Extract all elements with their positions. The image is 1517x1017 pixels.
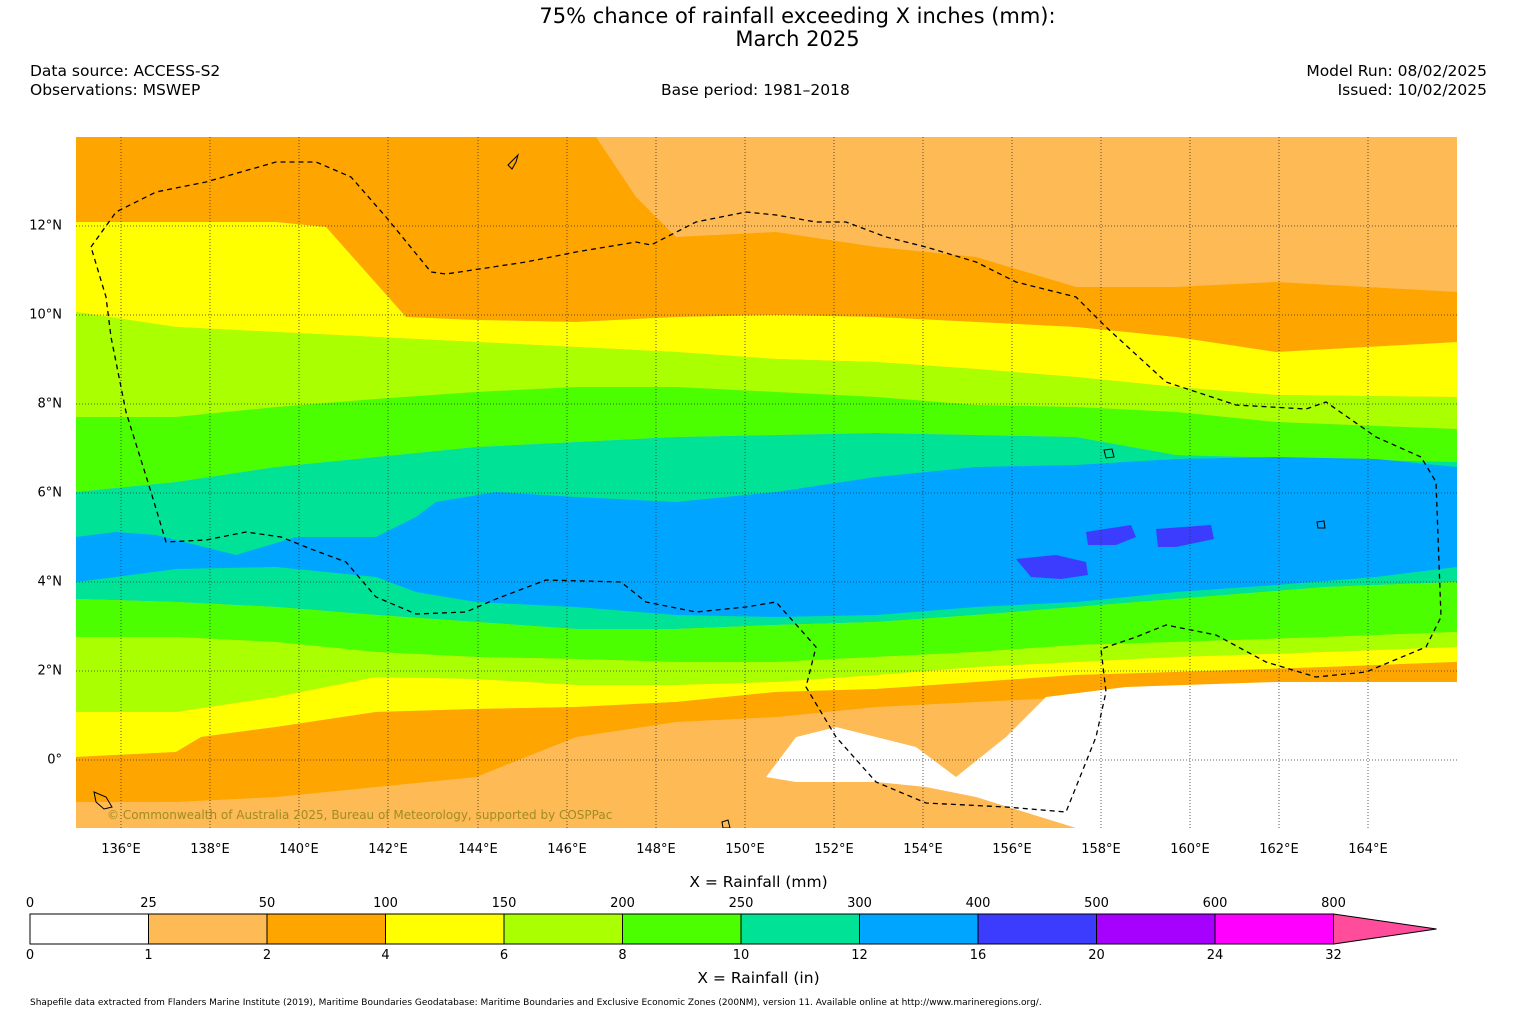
colorbar-segment xyxy=(622,913,742,945)
lon-label: 150°E xyxy=(725,842,765,857)
colorbar-in-tick: 1 xyxy=(144,948,153,963)
colorbar-segment xyxy=(1096,913,1216,945)
colorbar-segment xyxy=(859,913,979,945)
colorbar-in-tick: 16 xyxy=(969,948,987,963)
island-palau xyxy=(93,791,113,810)
issued-text: Issued: 10/02/2025 xyxy=(1337,81,1487,99)
map-title-line2: March 2025 xyxy=(735,27,860,51)
island-pohnpei xyxy=(1316,520,1326,529)
colorbar-segment xyxy=(266,913,386,945)
colorbar-in-title: X = Rainfall (in) xyxy=(697,969,820,987)
rainfall-map-svg xyxy=(76,137,1457,828)
lon-label: 152°E xyxy=(814,842,854,857)
colorbar-in-tick: 2 xyxy=(262,948,272,963)
colorbar-mm-tick: 25 xyxy=(140,896,157,911)
islands xyxy=(93,153,1326,828)
lat-label: 6°N xyxy=(37,485,63,501)
eez-boundary xyxy=(90,161,1442,813)
patch-400-500-b xyxy=(1086,525,1136,545)
copyright-text: © Commonwealth of Australia 2025, Bureau… xyxy=(107,808,613,822)
colorbar-mm-title: X = Rainfall (mm) xyxy=(689,873,828,891)
colorbar-in-tick: 20 xyxy=(1088,948,1105,963)
colorbar-in-tick: 24 xyxy=(1206,948,1224,963)
lon-label: 154°E xyxy=(903,842,943,857)
colorbar-mm-tick: 150 xyxy=(491,896,517,911)
colorbar-segment xyxy=(148,913,268,945)
band-200-250-north xyxy=(76,387,1457,492)
lon-label: 140°E xyxy=(279,842,319,857)
band-100-150-south xyxy=(76,647,1457,757)
colorbar-mm-tick: 500 xyxy=(1084,896,1109,911)
band-150-200-south xyxy=(76,632,1457,712)
lon-label: 142°E xyxy=(368,842,408,857)
lon-label: 158°E xyxy=(1081,842,1121,857)
colorbar-in-tick: 12 xyxy=(851,948,868,963)
band-300-400 xyxy=(76,457,1457,617)
colorbar-mm-tick: 600 xyxy=(1202,896,1228,911)
band-0-25-south xyxy=(766,682,1457,828)
colorbar-segment xyxy=(503,913,623,945)
lat-label: 8°N xyxy=(37,396,63,412)
colorbar-segment xyxy=(740,913,860,945)
patch-400-500-c xyxy=(1156,525,1214,547)
colorbar-mm-tick: 800 xyxy=(1321,896,1346,911)
band-25-50-south xyxy=(596,717,836,817)
lon-label: 162°E xyxy=(1259,842,1299,857)
band-50-100-north xyxy=(76,137,1457,352)
patch-400-500-a xyxy=(1016,555,1088,579)
lon-label: 144°E xyxy=(458,842,498,857)
band-50-100-south xyxy=(76,662,1457,802)
colorbar-in-tick: 0 xyxy=(25,948,35,963)
island-kosrae xyxy=(1103,448,1115,459)
lon-label: 164°E xyxy=(1348,842,1388,857)
band-100-150-north xyxy=(76,222,1457,397)
colorbar-mm-tick: 100 xyxy=(373,896,398,911)
band-200-250-south xyxy=(76,582,1457,662)
colorbar-segment xyxy=(385,913,505,945)
lon-label: 138°E xyxy=(190,842,230,857)
observations-text: Observations: MSWEP xyxy=(30,81,201,99)
colorbar-segment xyxy=(1214,913,1334,945)
map-gridlines xyxy=(76,137,1457,828)
model-run-text: Model Run: 08/02/2025 xyxy=(1306,62,1487,80)
island-nauru xyxy=(721,819,731,828)
colorbar-mm-tick: 50 xyxy=(258,896,276,911)
shapefile-footnote: Shapefile data extracted from Flanders M… xyxy=(30,998,1042,1008)
lon-label: 160°E xyxy=(1170,842,1210,857)
lon-label: 156°E xyxy=(992,842,1032,857)
data-source-text: Data source: ACCESS-S2 xyxy=(30,62,221,80)
band-150-200-north xyxy=(76,312,1457,429)
lon-label: 146°E xyxy=(547,842,587,857)
lat-label: 12°N xyxy=(29,218,62,234)
colorbar-in-tick: 6 xyxy=(499,948,509,963)
colorbar-in-tick: 8 xyxy=(618,948,627,963)
colorbar-mm-tick: 250 xyxy=(728,896,754,911)
colorbar-in-tick: 4 xyxy=(381,948,390,963)
colorbar-extend-arrow xyxy=(1333,913,1437,945)
lon-label: 136°E xyxy=(101,842,141,857)
lat-label: 10°N xyxy=(29,307,62,323)
colorbar-in-tick: 32 xyxy=(1325,948,1342,963)
lat-label: 0° xyxy=(47,752,62,768)
base-period-text: Base period: 1981–2018 xyxy=(661,81,850,99)
lat-label: 4°N xyxy=(37,574,63,590)
map-title-line1: 75% chance of rainfall exceeding X inche… xyxy=(539,4,1056,28)
colorbar-mm-tick: 400 xyxy=(965,896,991,911)
lon-label: 148°E xyxy=(636,842,676,857)
colorbar-segment xyxy=(29,913,149,945)
colorbar-mm-tick: 0 xyxy=(25,896,35,911)
colorbar-segment xyxy=(977,913,1097,945)
rainfall-map xyxy=(76,137,1457,828)
colorbar-in-tick: 10 xyxy=(732,948,750,963)
colorbar xyxy=(29,913,1437,945)
lat-label: 2°N xyxy=(37,663,63,679)
colorbar-mm-tick: 200 xyxy=(610,896,635,911)
island-guam xyxy=(507,153,520,170)
colorbar-mm-tick: 300 xyxy=(847,896,872,911)
